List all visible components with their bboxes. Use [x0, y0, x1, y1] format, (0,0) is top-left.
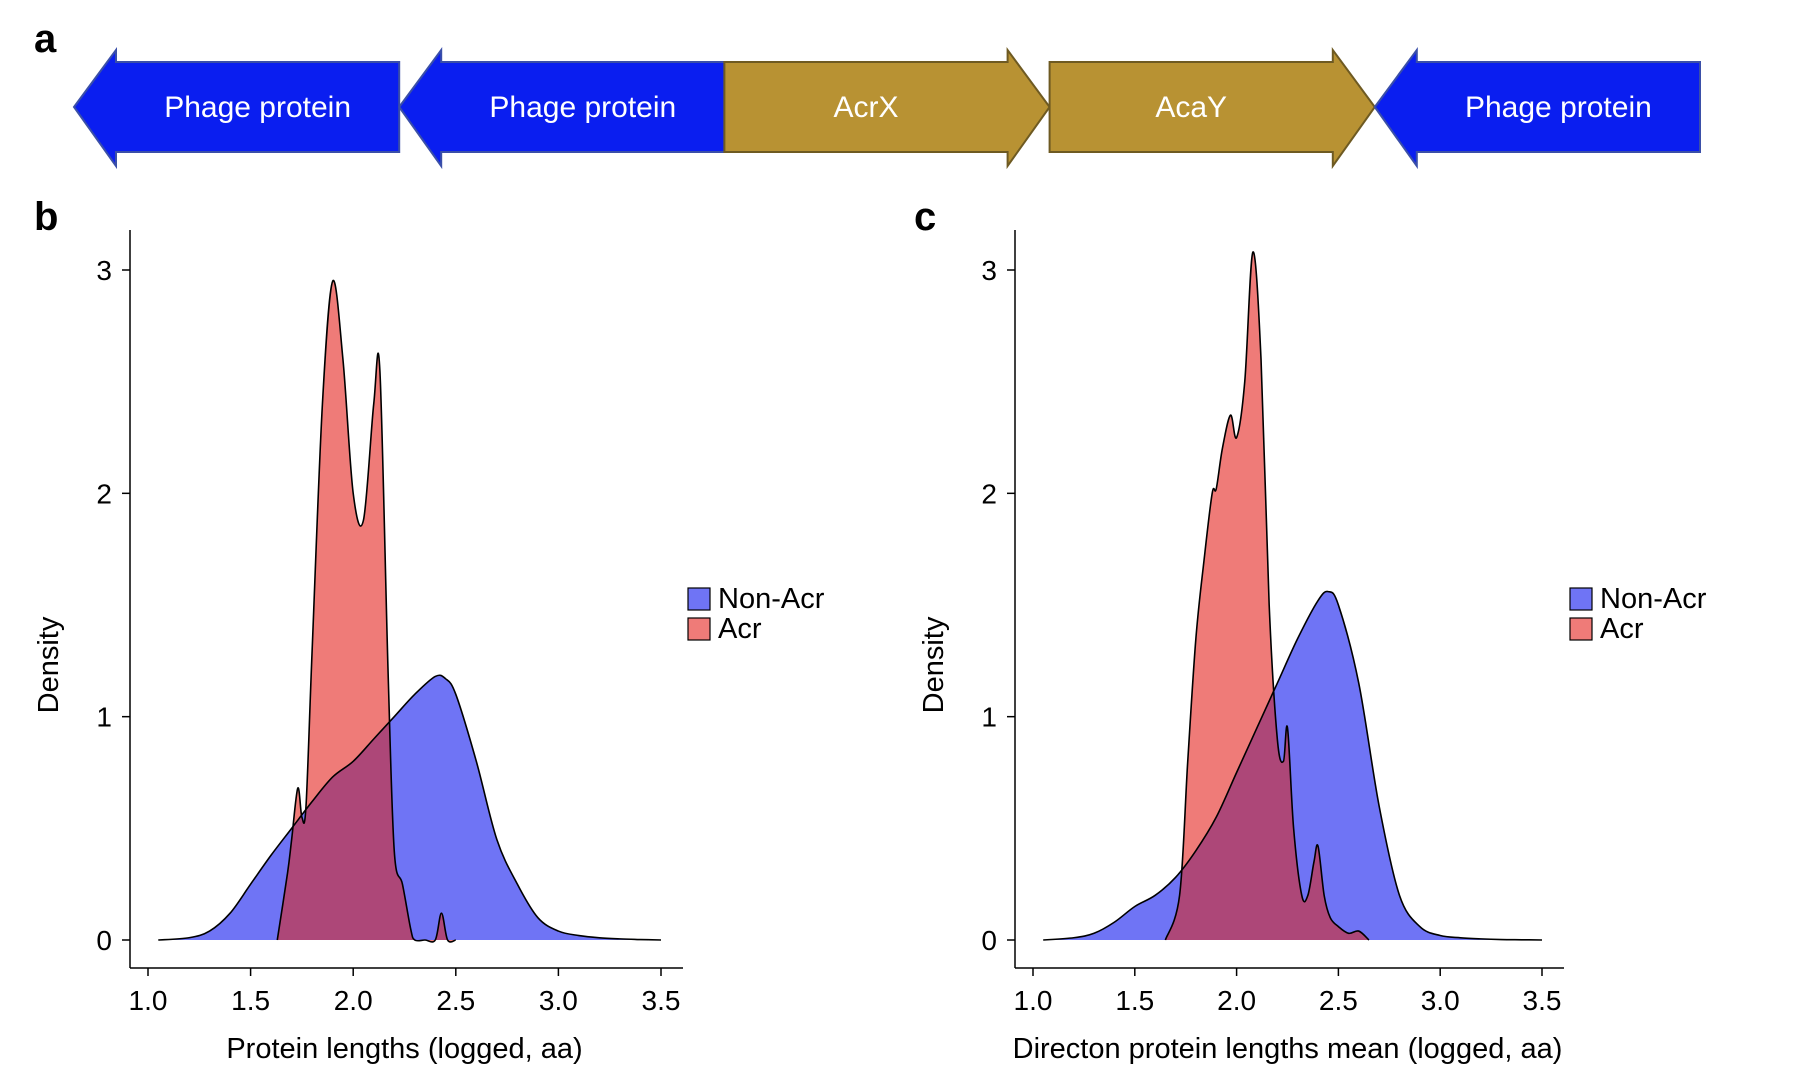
y-tick-label: 2 [981, 478, 997, 509]
y-tick-label: 0 [96, 925, 112, 956]
panel-label-b: b [34, 195, 58, 239]
legend-swatch-acr [1569, 617, 1593, 641]
x-tick-label: 3.0 [539, 985, 578, 1016]
x-tick-label: 1.5 [1115, 985, 1154, 1016]
x-axis-title: Protein lengths (logged, aa) [226, 1033, 582, 1065]
density-chart-c: 1.0 1.5 2.0 2.5 3.0 3.5 0 1 2 3 Directon protein l… [918, 230, 1707, 1065]
density-line-acr [1164, 251, 1370, 941]
y-tick-label: 0 [981, 925, 997, 956]
legend-label-acr: Acr [718, 613, 762, 645]
legend-label-non-acr: Non-Acr [1600, 583, 1707, 615]
y-tick-label: 1 [96, 702, 112, 733]
density-line-non-acr [1043, 590, 1543, 941]
panel-label-c: c [914, 195, 936, 239]
x-tick-label: 2.0 [1217, 985, 1256, 1016]
x-tick-label: 3.0 [1421, 985, 1460, 1016]
gene-label-3: AcrX [833, 91, 898, 124]
x-tick-label: 1.0 [1014, 985, 1053, 1016]
density-area-acr [1165, 251, 1369, 940]
gene-label-5: Phage protein [1465, 91, 1652, 124]
y-axis-title: Density [33, 616, 65, 713]
density-line-acr [276, 279, 457, 943]
y-tick-label: 1 [981, 702, 997, 733]
y-axis-title: Density [918, 616, 950, 713]
x-tick-label: 1.0 [129, 985, 168, 1016]
gene-label-2: Phage protein [489, 91, 676, 124]
density-area-non-acr [158, 675, 661, 940]
gene-arrow-4 [1048, 46, 1377, 170]
density-area-acr [277, 280, 456, 942]
gene-label-4: AcaY [1155, 91, 1227, 124]
x-tick-label: 2.0 [334, 985, 373, 1016]
y-tick-label: 2 [96, 478, 112, 509]
legend-label-non-acr: Non-Acr [718, 583, 825, 615]
x-axis-title: Directon protein lengths mean (logged, a… [1013, 1033, 1563, 1065]
y-tick-label: 3 [981, 255, 997, 286]
legend-swatch-non-acr [1569, 587, 1593, 611]
y-tick-label: 3 [96, 255, 112, 286]
x-tick-label: 3.5 [1523, 985, 1562, 1016]
density-line-non-acr [158, 674, 662, 941]
gene-label-1: Phage protein [164, 91, 351, 124]
legend-swatch-non-acr [687, 587, 711, 611]
gene-arrow-3 [723, 46, 1051, 170]
gene-arrow-5 [1373, 46, 1701, 170]
gene-track: Phage protein Phage protein AcrX AcaY Phage … [72, 46, 1701, 170]
density-area-non-acr [1043, 591, 1542, 940]
x-tick-label: 2.5 [1319, 985, 1358, 1016]
legend-swatch-acr [687, 617, 711, 641]
x-tick-label: 2.5 [436, 985, 475, 1016]
panel-label-a: a [34, 17, 57, 61]
x-tick-label: 3.5 [642, 985, 681, 1016]
legend-label-acr: Acr [1600, 613, 1644, 645]
density-chart-b: 1.0 1.5 2.0 2.5 3.0 3.5 0 1 2 3 Protein lengths (l… [33, 230, 825, 1065]
x-tick-label: 1.5 [231, 985, 270, 1016]
